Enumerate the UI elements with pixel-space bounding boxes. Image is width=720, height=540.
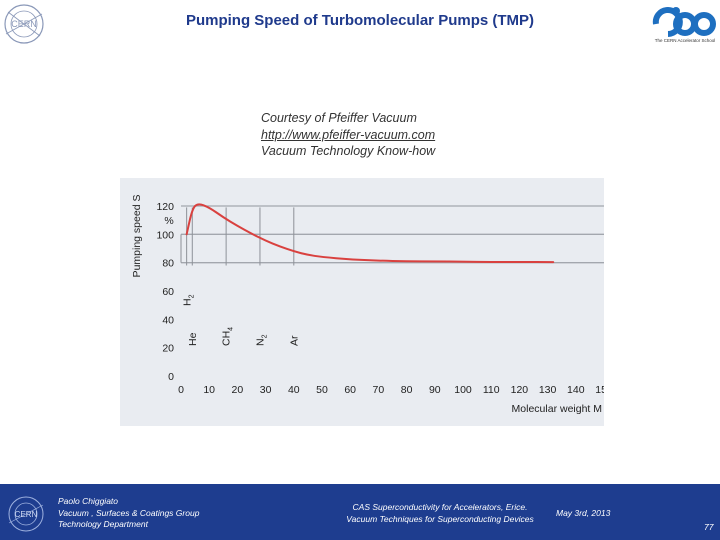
footer-date: May 3rd, 2013 xyxy=(556,508,611,518)
gas-label: H2 xyxy=(182,294,196,306)
x-tick-label: 40 xyxy=(288,384,300,396)
x-tick-label: 130 xyxy=(539,384,557,396)
courtesy-note: Courtesy of Pfeiffer Vacuum http://www.p… xyxy=(261,110,435,160)
y-tick-label: 100 xyxy=(156,229,174,241)
footer-group: Vacuum , Surfaces & Coatings Group xyxy=(58,507,200,518)
footer-author: Paolo Chiggiato xyxy=(58,496,119,506)
footer-department: Technology Department xyxy=(58,519,148,529)
y-axis-label: Pumping speed S xyxy=(131,195,143,278)
cern-footer-logo: CERN xyxy=(8,496,44,532)
x-tick-label: 120 xyxy=(511,384,529,396)
y-axis-unit: % xyxy=(164,215,173,227)
gas-label: Ar xyxy=(288,335,300,346)
gas-label: CH4 xyxy=(221,327,235,346)
page-title: Pumping Speed of Turbomolecular Pumps (T… xyxy=(185,12,535,29)
x-axis-label: Molecular weight M xyxy=(512,403,602,415)
page-number: 77 xyxy=(704,522,714,532)
x-tick-label: 20 xyxy=(232,384,244,396)
gas-label-subscript: 2 xyxy=(261,334,268,338)
x-tick-label: 80 xyxy=(401,384,413,396)
pumping-speed-chart: Pumping speed S % Molecular weight M 020… xyxy=(120,178,604,426)
y-tick-label: 120 xyxy=(156,201,174,213)
courtesy-line: Courtesy of Pfeiffer Vacuum xyxy=(261,111,417,125)
x-tick-label: 10 xyxy=(203,384,215,396)
cas-logo-caption: The CERN Accelerator School xyxy=(654,38,716,43)
footer-author-block: Paolo Chiggiato Vacuum , Surfaces & Coat… xyxy=(58,496,199,531)
gas-label-subscript: 2 xyxy=(189,294,196,298)
gas-label: N2 xyxy=(254,334,268,346)
cern-footer-logo-text: CERN xyxy=(15,510,38,519)
x-tick-label: 60 xyxy=(344,384,356,396)
cern-logo: CERN xyxy=(4,4,44,44)
x-tick-label: 50 xyxy=(316,384,328,396)
footer-event-line: CAS Superconductivity for Accelerators, … xyxy=(352,502,528,512)
gas-label-subscript: 4 xyxy=(228,327,235,331)
y-tick-label: 80 xyxy=(162,258,174,270)
footer-bar: CERN Paolo Chiggiato Vacuum , Surfaces &… xyxy=(0,484,720,540)
x-tick-label: 110 xyxy=(483,384,500,396)
y-tick-label: 20 xyxy=(162,343,174,355)
x-tick-label: 150 xyxy=(595,384,604,396)
x-tick-label: 30 xyxy=(260,384,272,396)
y-tick-label: 40 xyxy=(162,314,174,326)
courtesy-line: Vacuum Technology Know-how xyxy=(261,144,436,158)
y-tick-label: 0 xyxy=(168,371,174,383)
x-tick-label: 90 xyxy=(429,384,441,396)
cas-logo: The CERN Accelerator School xyxy=(652,6,718,48)
gas-label: He xyxy=(187,332,199,346)
courtesy-link[interactable]: http://www.pfeiffer-vacuum.com xyxy=(261,127,436,142)
y-tick-label: 60 xyxy=(162,286,174,298)
footer-event-block: CAS Superconductivity for Accelerators, … xyxy=(310,502,570,525)
x-tick-label: 0 xyxy=(178,384,184,396)
chart-background xyxy=(120,178,604,426)
pumping-speed-curve xyxy=(185,203,555,264)
cas-logo-mark xyxy=(652,7,716,37)
x-tick-label: 100 xyxy=(454,384,472,396)
x-tick-label: 70 xyxy=(373,384,385,396)
x-tick-label: 140 xyxy=(567,384,585,396)
cern-logo-text: CERN xyxy=(11,19,37,29)
footer-event-line: Vacuum Techniques for Superconducting De… xyxy=(346,513,534,524)
